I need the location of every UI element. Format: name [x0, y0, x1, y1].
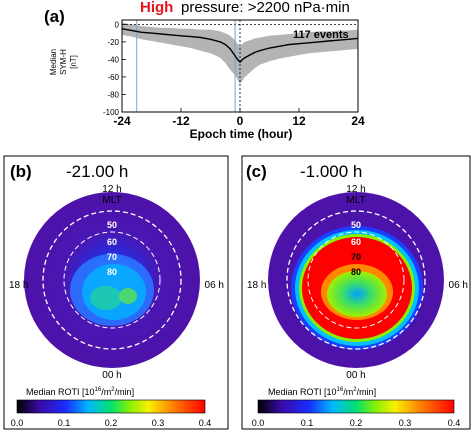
events-count: 117 events	[293, 29, 349, 41]
mlt-12-b: 12 h	[102, 184, 121, 195]
cbar-tick-c-4: 0.4	[448, 418, 461, 428]
ytick-label: -100	[103, 108, 120, 117]
cbar-tick-c-2: 0.2	[350, 418, 363, 428]
panel-a-ylabel: Median SYM-H [nT]	[49, 49, 78, 75]
ring-label-80-b: 80	[107, 267, 117, 277]
ring-label-80-c: 80	[351, 267, 361, 277]
cbar-tick-b-3: 0.3	[152, 418, 165, 428]
cbar-tick-b-0: 0.0	[11, 418, 24, 428]
ring-labels-c: 50 60 70 80	[351, 220, 361, 277]
ring-70-c	[307, 231, 405, 329]
cbar-tick-c-3: 0.3	[399, 418, 412, 428]
mlt-18-c: 18 h	[247, 280, 266, 291]
ytick-label: -60	[107, 73, 119, 82]
xtick-label: -24	[113, 114, 131, 128]
patch-green2-b	[119, 288, 137, 304]
ytick-label: -20	[107, 38, 119, 47]
xtick-label: 24	[351, 114, 365, 128]
panel-a-xlabel: Epoch time (hour)	[190, 127, 293, 141]
xtick-label: 0	[237, 114, 244, 128]
cbar-tick-c-0: 0.0	[252, 418, 265, 428]
mlt-06-b: 06 h	[205, 280, 224, 291]
ring-label-60-c: 60	[351, 237, 361, 247]
cbar-tick-c-1: 0.1	[301, 418, 314, 428]
cbar-tick-b-1: 0.1	[58, 418, 71, 428]
colorbar-ticks-b: 0.0 0.1 0.2 0.3 0.4	[11, 418, 212, 428]
mlt-labels-c: 12 h MLT 18 h 06 h 00 h	[247, 184, 468, 381]
mlt-labels-b: 12 h MLT 18 h 06 h 00 h	[9, 184, 224, 381]
ylabel-line-1: Median	[49, 49, 58, 75]
xtick-label: 12	[292, 114, 306, 128]
panel-c-label: (c)	[246, 162, 267, 181]
polar-map-c	[268, 192, 444, 368]
ytick-label: -40	[107, 55, 119, 64]
polar-cap-c	[327, 271, 387, 317]
panel-b-time: -21.00 h	[66, 162, 128, 181]
ytick-label: 0	[115, 20, 120, 29]
panel-a-title-high: High	[140, 0, 173, 16]
cbar-tick-b-4: 0.4	[199, 418, 212, 428]
panel-b-label: (b)	[10, 162, 32, 181]
ring-label-70-b: 70	[107, 252, 117, 262]
panel-b-frame	[3, 155, 229, 430]
polar-map-b	[24, 192, 200, 368]
mlt-18-b: 18 h	[9, 280, 28, 291]
ring-label-60-b: 60	[107, 237, 117, 247]
ring-label-50-c: 50	[351, 220, 361, 230]
colorbar-c	[257, 399, 455, 414]
patch-green-b	[90, 286, 122, 310]
median-line	[121, 28, 359, 64]
ring-50-c	[286, 210, 426, 350]
ring-labels-b: 50 60 70 80	[107, 220, 117, 277]
panel-a-title-rest: pressure: >2200 nPa·min	[181, 0, 350, 16]
ring-label-50-b: 50	[107, 220, 117, 230]
panel-a-label: (a)	[44, 7, 65, 26]
ytick-label: -80	[107, 90, 119, 99]
panel-c-frame	[241, 155, 471, 430]
mlt-00-c: 00 h	[346, 370, 365, 381]
mlt-00-b: 00 h	[102, 370, 121, 381]
ring-70-b	[63, 231, 161, 329]
cbar-tick-b-2: 0.2	[105, 418, 118, 428]
mlt-06-c: 06 h	[449, 280, 468, 291]
ring-50-b	[42, 210, 182, 350]
mlt-label-b: MLT	[102, 195, 121, 206]
colorbar-b	[16, 399, 206, 414]
ring-label-70-c: 70	[351, 252, 361, 262]
xtick-label: -12	[172, 114, 190, 128]
sym-h-plot: 0 -20 -40 -60 -80 -100-24 -12 0 12 24	[103, 19, 365, 128]
mlt-label-c: MLT	[346, 195, 365, 206]
mlt-12-c: 12 h	[346, 184, 365, 195]
colorbar-ticks-c: 0.0 0.1 0.2 0.3 0.4	[252, 418, 461, 428]
ylabel-line-3: [nT]	[69, 55, 78, 69]
colorbar-label-c: Median ROTI [1016/m2/min]	[268, 387, 376, 397]
panel-c-time: -1.000 h	[300, 162, 362, 181]
ylabel-line-2: SYM-H	[59, 49, 68, 75]
colorbar-label-b: Median ROTI [1016/m2/min]	[26, 387, 134, 397]
